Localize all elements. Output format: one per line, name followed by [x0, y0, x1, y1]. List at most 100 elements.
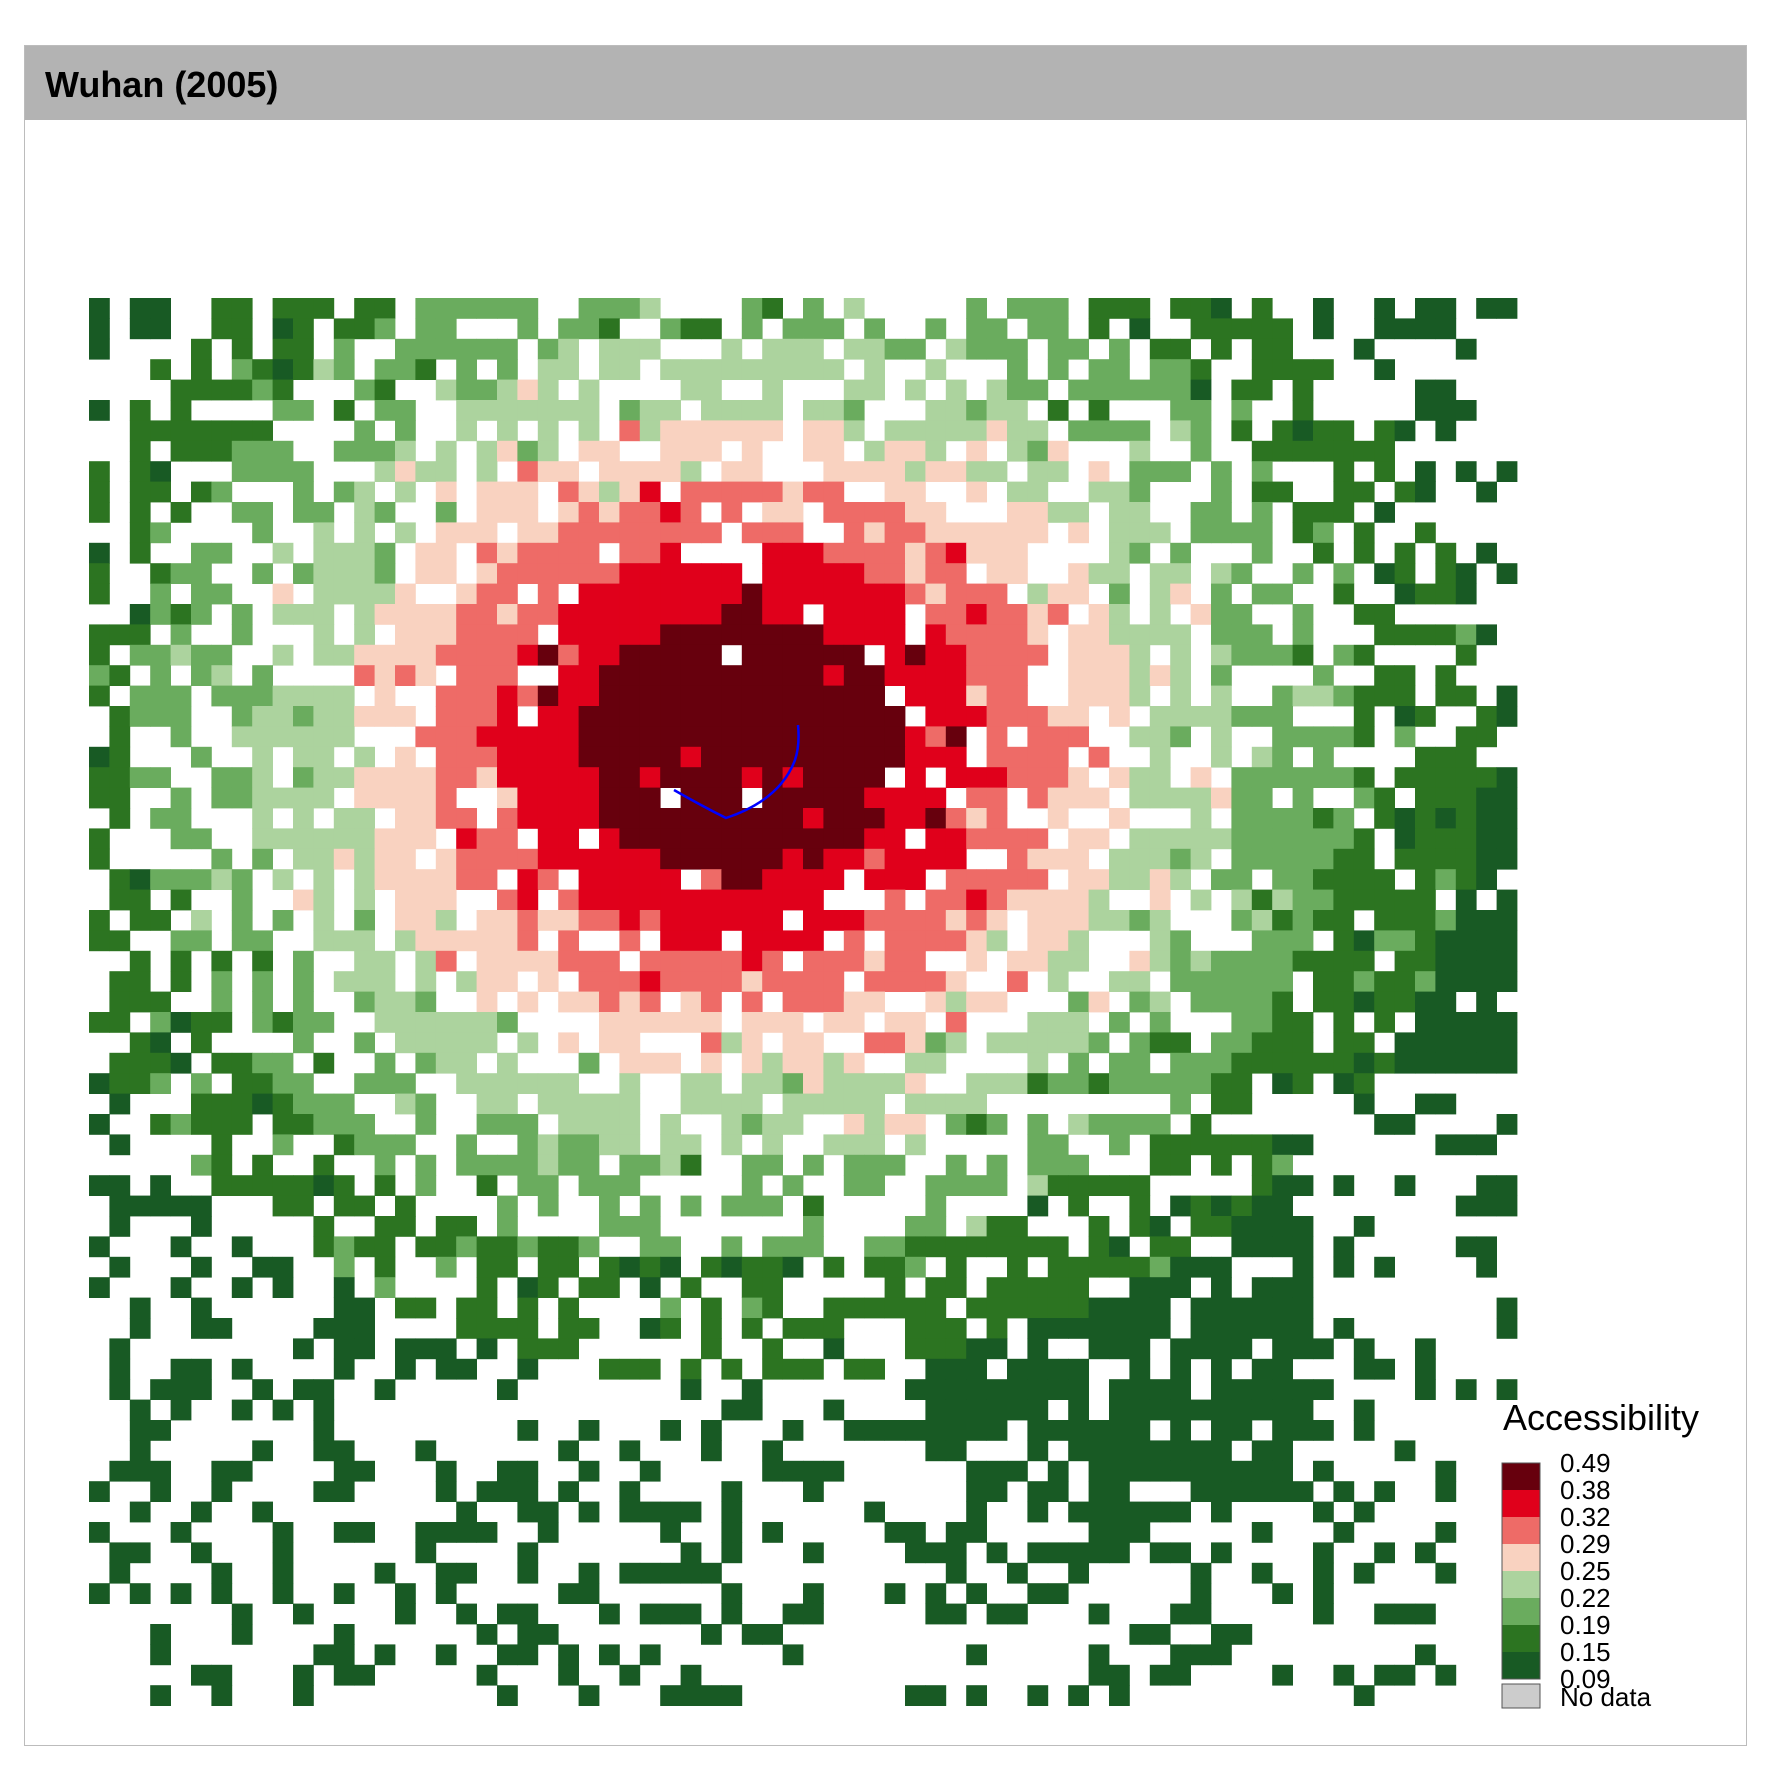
grid-cell [1353, 726, 1375, 748]
grid-cell [313, 889, 335, 911]
grid-cell [1292, 1481, 1314, 1502]
grid-cell [1231, 848, 1253, 870]
grid-cell [1129, 1052, 1151, 1074]
grid-cell [701, 1685, 722, 1706]
grid-cell [170, 1399, 192, 1421]
grid-cell [680, 746, 702, 768]
grid-cell [517, 1032, 539, 1054]
grid-cell [1231, 869, 1253, 890]
grid-cell [558, 950, 579, 972]
grid-cell [354, 604, 375, 625]
grid-cell [1027, 502, 1049, 523]
grid-cell [599, 583, 620, 605]
grid-cell [1251, 624, 1273, 646]
grid-cell [639, 1277, 661, 1298]
grid-cell [701, 1318, 722, 1339]
grid-cell [1027, 298, 1049, 319]
grid-cell [1170, 420, 1191, 442]
grid-cell [170, 1114, 192, 1135]
grid-cell [884, 930, 906, 952]
grid-cell [599, 991, 620, 1013]
grid-cell [109, 1216, 131, 1237]
grid-cell [762, 726, 783, 748]
grid-cell [782, 787, 804, 809]
grid-cell [1455, 1195, 1477, 1217]
grid-cell [89, 624, 110, 646]
grid-cell [537, 808, 559, 829]
grid-cell [435, 379, 457, 401]
grid-cell [823, 1012, 845, 1033]
grid-cell [252, 1501, 273, 1523]
grid-cell [639, 910, 661, 931]
grid-cell [1109, 338, 1130, 360]
grid-cell [721, 706, 743, 727]
grid-cell [1251, 971, 1273, 992]
grid-cell [1415, 869, 1436, 890]
grid-cell [680, 1542, 702, 1564]
grid-cell [782, 1420, 804, 1441]
grid-cell [1149, 1154, 1171, 1176]
grid-cell [1027, 1440, 1049, 1462]
grid-cell [1333, 971, 1355, 992]
grid-cell [497, 1195, 518, 1217]
grid-cell [435, 1644, 457, 1666]
grid-cell [517, 1134, 539, 1156]
grid-cell [395, 624, 416, 646]
grid-cell [1435, 808, 1457, 829]
grid-cell [293, 1073, 314, 1094]
grid-cell [517, 950, 539, 972]
grid-cell [1211, 624, 1232, 646]
grid-cell [1272, 930, 1293, 952]
grid-cell [150, 318, 171, 340]
grid-cell [905, 1379, 926, 1400]
grid-cell [1374, 1481, 1395, 1502]
grid-cell [313, 1154, 335, 1176]
grid-cell [333, 1277, 355, 1298]
grid-cell [1129, 1460, 1151, 1482]
grid-cell [823, 1256, 845, 1278]
grid-cell [1068, 1032, 1089, 1054]
grid-cell [823, 624, 845, 646]
grid-cell [1109, 1236, 1130, 1258]
grid-cell [1047, 1297, 1069, 1319]
grid-cell [905, 1134, 926, 1156]
grid-cell [1068, 1399, 1089, 1421]
grid-cell [864, 746, 885, 768]
grid-cell [1211, 1073, 1232, 1094]
grid-cell [1088, 359, 1110, 380]
grid-cell [1415, 400, 1436, 421]
grid-cell [537, 1236, 559, 1258]
grid-cell [599, 338, 620, 360]
grid-cell [517, 685, 539, 707]
grid-cell [435, 624, 457, 646]
grid-cell [843, 1114, 865, 1135]
grid-cell [415, 787, 437, 809]
grid-cell [1251, 481, 1273, 503]
grid-cell [905, 1012, 926, 1033]
grid-cell [558, 624, 579, 646]
grid-cell [1190, 1318, 1212, 1339]
grid-cell [1149, 1236, 1171, 1258]
grid-cell [231, 787, 253, 809]
grid-cell [1272, 991, 1293, 1013]
grid-cell [517, 1154, 539, 1176]
grid-cell [721, 869, 743, 890]
grid-cell [1435, 542, 1457, 564]
grid-cell [272, 869, 294, 890]
grid-cell [1292, 1032, 1314, 1054]
grid-cell [191, 665, 212, 686]
grid-cell [905, 1297, 926, 1319]
grid-cell [272, 583, 294, 605]
grid-cell [884, 828, 906, 850]
grid-cell [945, 910, 967, 931]
grid-cell [803, 767, 824, 788]
grid-cell [721, 400, 743, 421]
grid-cell [1027, 583, 1049, 605]
grid-cell [1007, 563, 1028, 584]
grid-cell [109, 971, 131, 992]
grid-cell [803, 583, 824, 605]
grid-cell [374, 1379, 396, 1400]
grid-cell [1027, 787, 1049, 809]
grid-cell [1170, 624, 1191, 646]
